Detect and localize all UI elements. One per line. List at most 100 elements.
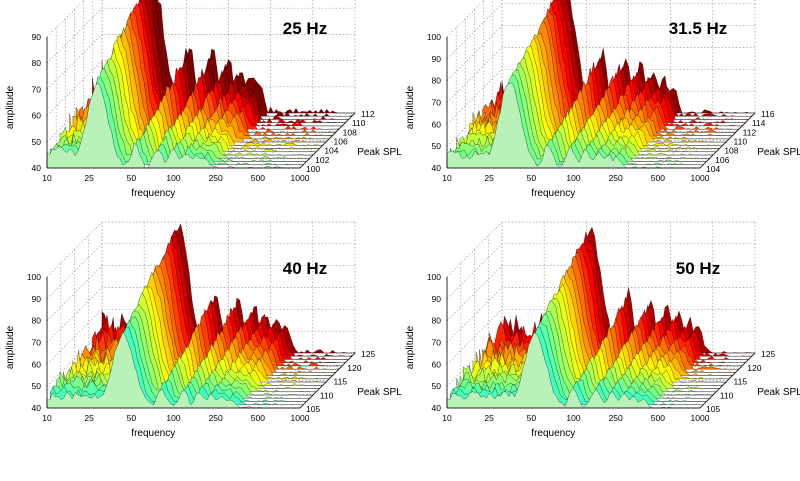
panel-title: 50 Hz xyxy=(676,259,720,278)
y-tick-label: 108 xyxy=(724,146,738,156)
z-axis-label: amplitude xyxy=(405,325,416,369)
x-tick-label: 250 xyxy=(609,413,623,423)
y-tick-label: 110 xyxy=(352,118,366,128)
x-tick-label: 100 xyxy=(566,413,580,423)
z-tick-label: 80 xyxy=(432,76,442,86)
axes xyxy=(46,37,356,169)
grid-line xyxy=(446,265,755,321)
y-tick-label: 125 xyxy=(361,349,375,359)
waterfall-surface xyxy=(446,226,755,409)
grid-line xyxy=(446,47,755,103)
y-tick-label: 102 xyxy=(315,155,329,165)
grid-line xyxy=(46,243,355,300)
y-tick-label: 120 xyxy=(347,363,361,373)
y-tick-label: 112 xyxy=(361,109,375,119)
axes xyxy=(446,37,756,169)
z-tick-label: 90 xyxy=(32,294,42,304)
y-tick-label: 106 xyxy=(334,137,348,147)
grid-line xyxy=(446,3,755,60)
waterfall-surface xyxy=(46,0,355,169)
z-axis-label: amplitude xyxy=(5,325,16,369)
x-tick-label: 10 xyxy=(442,413,452,423)
grid-line xyxy=(446,308,755,365)
x-tick-label: 25 xyxy=(84,413,94,423)
grid-line xyxy=(446,243,755,300)
z-tick-label: 40 xyxy=(32,163,42,173)
grid-line xyxy=(46,287,355,343)
y-axis-line xyxy=(299,352,356,409)
waterfall-surface xyxy=(46,223,356,409)
panel-title: 25 Hz xyxy=(283,19,327,38)
x-axis-label: frequency xyxy=(531,428,575,439)
z-tick-label: 50 xyxy=(32,381,42,391)
y-tick-label: 120 xyxy=(747,363,761,373)
z-tick-label: 90 xyxy=(32,32,42,42)
y-tick-label: 116 xyxy=(761,109,775,119)
y-tick-label: 108 xyxy=(343,127,357,137)
y-tick-label: 114 xyxy=(752,118,766,128)
x-axis-label: frequency xyxy=(531,188,575,199)
y-tick-label: 110 xyxy=(734,137,748,147)
z-tick-label: 60 xyxy=(32,111,42,121)
x-tick-label: 500 xyxy=(651,173,665,183)
z-tick-label: 90 xyxy=(432,294,442,304)
x-tick-label: 100 xyxy=(166,413,180,423)
z-tick-label: 50 xyxy=(432,381,442,391)
x-tick-label: 500 xyxy=(651,413,665,423)
x-tick-label: 100 xyxy=(566,173,580,183)
z-tick-label: 50 xyxy=(32,137,42,147)
x-tick-label: 500 xyxy=(251,173,265,183)
y-tick-label: 104 xyxy=(324,146,338,156)
y-axis-label: Peak SPL xyxy=(357,387,402,398)
x-tick-label: 50 xyxy=(127,173,137,183)
z-tick-label: 50 xyxy=(432,141,442,151)
y-axis-label: Peak SPL xyxy=(357,147,402,158)
grid-line xyxy=(46,265,355,321)
axes xyxy=(446,277,756,409)
x-tick-label: 25 xyxy=(84,173,94,183)
panel-title: 40 Hz xyxy=(283,259,327,278)
x-tick-label: 500 xyxy=(251,413,265,423)
x-tick-label: 1000 xyxy=(691,173,710,183)
z-tick-label: 100 xyxy=(427,272,441,282)
grid-line xyxy=(446,25,755,81)
chart-panel-0: 10 25 50 100 250 500 1000100102104106108110112… xyxy=(5,0,402,199)
waterfall-surface xyxy=(446,0,755,169)
grid-line xyxy=(46,60,355,116)
x-tick-label: 25 xyxy=(484,413,494,423)
y-tick-label: 110 xyxy=(720,390,734,400)
z-tick-label: 90 xyxy=(432,54,442,64)
z-tick-label: 80 xyxy=(32,316,42,326)
z-tick-label: 60 xyxy=(432,359,442,369)
y-tick-label: 110 xyxy=(320,390,334,400)
y-tick-label: 115 xyxy=(734,377,748,387)
z-tick-label: 100 xyxy=(27,272,41,282)
grid-line xyxy=(46,221,355,278)
x-tick-label: 50 xyxy=(527,413,537,423)
y-tick-label: 100 xyxy=(306,164,320,174)
y-axis-line xyxy=(299,112,356,169)
z-tick-label: 100 xyxy=(427,32,441,42)
z-tick-label: 40 xyxy=(32,403,42,413)
x-tick-label: 10 xyxy=(442,173,452,183)
y-axis-line xyxy=(699,112,756,169)
z-tick-label: 70 xyxy=(432,338,442,348)
z-axis-label: amplitude xyxy=(5,85,16,129)
y-tick-label: 112 xyxy=(743,127,757,137)
chart-panel-1: 10 25 50 100 250 500 1000104106108110112114116… xyxy=(405,0,800,199)
grid-line xyxy=(446,68,755,125)
z-tick-label: 80 xyxy=(432,316,442,326)
z-tick-label: 80 xyxy=(32,58,42,68)
grid-line xyxy=(46,34,355,90)
x-tick-label: 50 xyxy=(127,413,137,423)
y-axis-line xyxy=(699,352,756,409)
x-tick-label: 10 xyxy=(42,413,52,423)
x-tick-label: 10 xyxy=(42,173,52,183)
front-slice xyxy=(446,332,701,409)
z-tick-label: 70 xyxy=(32,338,42,348)
z-tick-label: 70 xyxy=(32,84,42,94)
y-tick-label: 106 xyxy=(715,155,729,165)
